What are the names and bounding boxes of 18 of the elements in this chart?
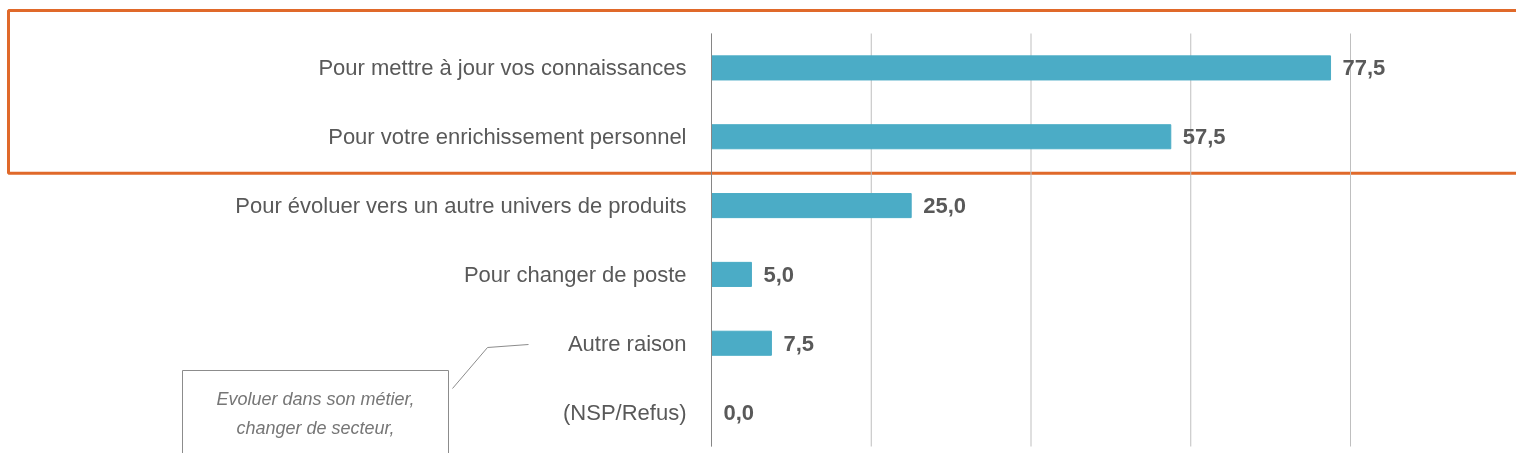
y-tick-label: Pour votre enrichissement personnel	[328, 124, 687, 150]
data-label: 57,5	[1182, 124, 1226, 150]
y-tick-label: Pour évoluer vers un autre univers de produits	[235, 193, 687, 219]
bar	[711, 124, 1172, 150]
y-tick-label: (NSP/Refus)	[563, 399, 687, 425]
data-label: 77,5	[1342, 55, 1386, 81]
bar	[711, 55, 1332, 81]
y-tick-label: Pour changer de poste	[463, 261, 687, 287]
data-label: 7,5	[783, 330, 814, 356]
text: Evoluer dans son métier, changer de secteur,	[216, 388, 415, 438]
y-tick-label: Autre raison	[567, 330, 687, 356]
y-tick-label: Pour mettre à jour vos connaissances	[318, 55, 687, 81]
data-label: 25,0	[923, 193, 967, 219]
data-label: 5,0	[763, 261, 795, 287]
bar	[711, 330, 772, 356]
data-label: 0,0	[723, 399, 755, 425]
bar	[711, 261, 752, 287]
bar	[711, 193, 912, 219]
